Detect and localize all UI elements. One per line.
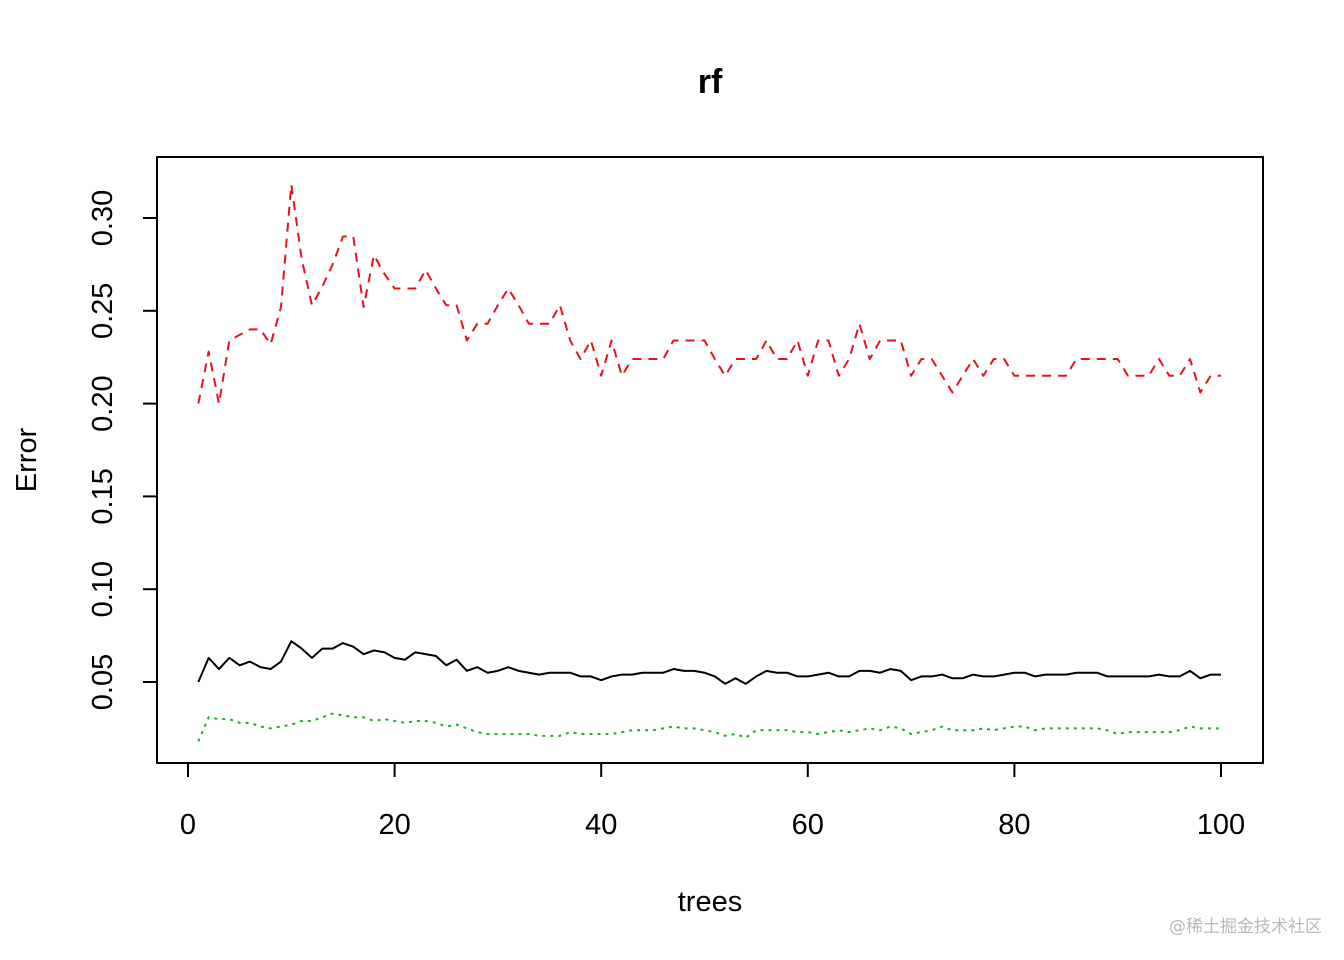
x-tick-label: 20: [378, 809, 410, 841]
watermark: @稀土掘金技术社区: [1169, 917, 1322, 937]
y-tick-label: 0.10: [87, 561, 119, 617]
y-tick-label: 0.05: [87, 654, 119, 710]
y-tick-label: 0.20: [87, 375, 119, 431]
y-tick-label: 0.15: [87, 468, 119, 524]
x-tick-label: 100: [1197, 809, 1245, 841]
y-axis: 0.05 0.10 0.15 0.20 0.25 0.30: [87, 190, 158, 710]
series-layer: [197, 183, 1221, 742]
x-axis: 0 20 40 60 80 100: [180, 762, 1245, 841]
series-line-3: [197, 712, 1221, 742]
x-axis-label: trees: [678, 886, 742, 918]
y-axis-label: Error: [11, 427, 43, 492]
y-tick-label: 0.25: [87, 283, 119, 339]
y-tick-label: 0.30: [87, 190, 119, 246]
series-line-2: [197, 183, 1221, 405]
x-tick-label: 40: [585, 809, 617, 841]
series-line-1: [197, 640, 1221, 685]
x-tick-label: 80: [998, 809, 1030, 841]
x-tick-label: 0: [180, 809, 196, 841]
x-tick-label: 60: [792, 809, 824, 841]
chart-title: rf: [698, 63, 723, 101]
